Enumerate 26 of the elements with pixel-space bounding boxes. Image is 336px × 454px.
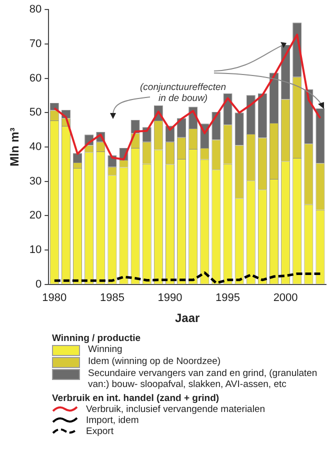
- x-tick-label: 2000: [273, 292, 298, 304]
- y-tick-label: 20: [29, 210, 42, 222]
- y-tick-label: 30: [29, 175, 42, 188]
- x-tick-label: 1995: [216, 292, 240, 304]
- y-tick-label: 70: [29, 38, 42, 50]
- legend-label: Secundaire vervangers van zand en grind, (granulaten van:) bouw- sloopafval, slakken, AVI-assen, etc: [88, 368, 318, 390]
- legend-label: Idem (winning op de Noordzee): [88, 356, 221, 367]
- legend-label: Winning: [88, 344, 122, 355]
- legend-label: Verbruik, inclusief vervangende materialen: [86, 404, 266, 415]
- y-tick-label: 10: [29, 244, 42, 256]
- x-tick-label: 1990: [158, 292, 182, 304]
- x-tick-label: 1980: [42, 292, 67, 304]
- legend-title: Winning / productie: [52, 333, 142, 344]
- y-tick-label: 40: [29, 141, 42, 154]
- y-tick-label: 0: [36, 278, 42, 290]
- y-tick-label: 80: [29, 4, 42, 16]
- x-tick-label: 1985: [100, 292, 124, 304]
- line-series: [53, 271, 322, 284]
- legend-label: Import, idem: [86, 415, 139, 426]
- x-axis-title: Jaar: [174, 311, 200, 326]
- y-tick-label: 60: [29, 72, 42, 84]
- y-axis-title: Mln m³: [8, 128, 22, 166]
- legend-label: Export: [86, 426, 114, 437]
- annotation: (conjunctuureffecten in de bouw): [140, 82, 226, 104]
- text: Verbruik en int. handel (zand + grind): [52, 393, 220, 404]
- y-tick-label: 50: [29, 106, 42, 119]
